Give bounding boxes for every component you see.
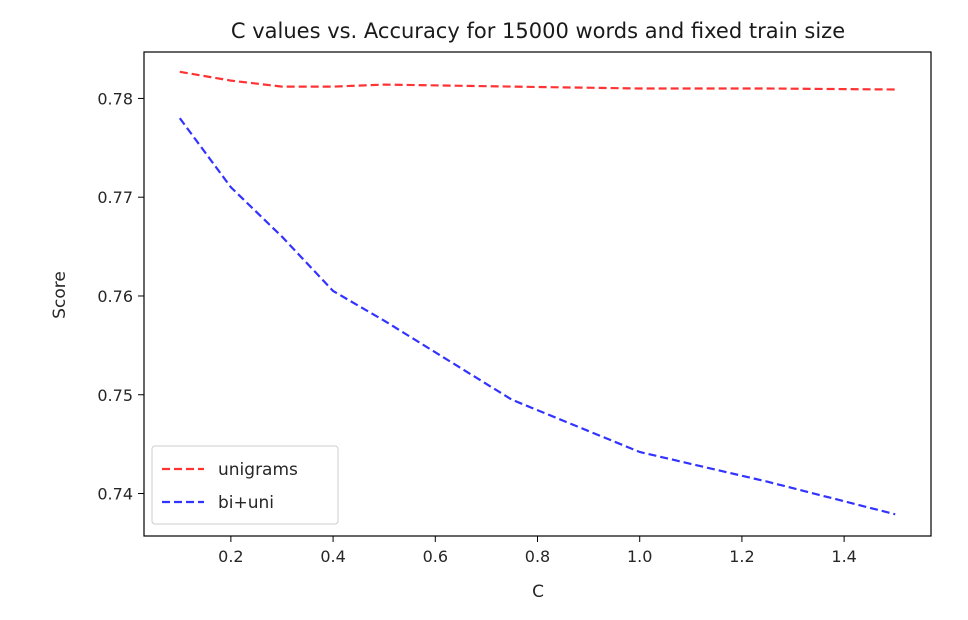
legend: unigrams bi+uni [151, 445, 339, 525]
x-tick-label: 1.0 [627, 547, 652, 566]
y-tick-label: 0.77 [97, 188, 133, 207]
chart-title: C values vs. Accuracy for 15000 words an… [231, 19, 845, 43]
x-axis: 0.2 0.4 0.6 0.8 1.0 1.2 1.4 [218, 536, 857, 566]
x-tick-label: 0.2 [218, 547, 243, 566]
series-line-bi-uni [178, 117, 896, 516]
y-tick-label: 0.75 [97, 386, 133, 405]
x-axis-label: C [532, 582, 544, 602]
series-line-unigrams [179, 70, 896, 91]
x-tick-label: 1.4 [831, 547, 856, 566]
y-axis-label: Score [50, 271, 70, 319]
y-tick-label: 0.78 [97, 89, 133, 108]
legend-label: unigrams [218, 460, 298, 480]
y-axis: 0.74 0.75 0.76 0.77 0.78 [97, 89, 144, 504]
x-tick-label: 0.6 [423, 547, 448, 566]
x-tick-label: 0.8 [525, 547, 550, 566]
x-tick-label: 0.4 [320, 547, 345, 566]
y-tick-label: 0.74 [97, 485, 133, 504]
legend-label: bi+uni [218, 493, 274, 513]
y-tick-label: 0.76 [97, 287, 133, 306]
x-tick-label: 1.2 [729, 547, 754, 566]
legend-box [151, 445, 339, 525]
plot-area [178, 70, 896, 516]
